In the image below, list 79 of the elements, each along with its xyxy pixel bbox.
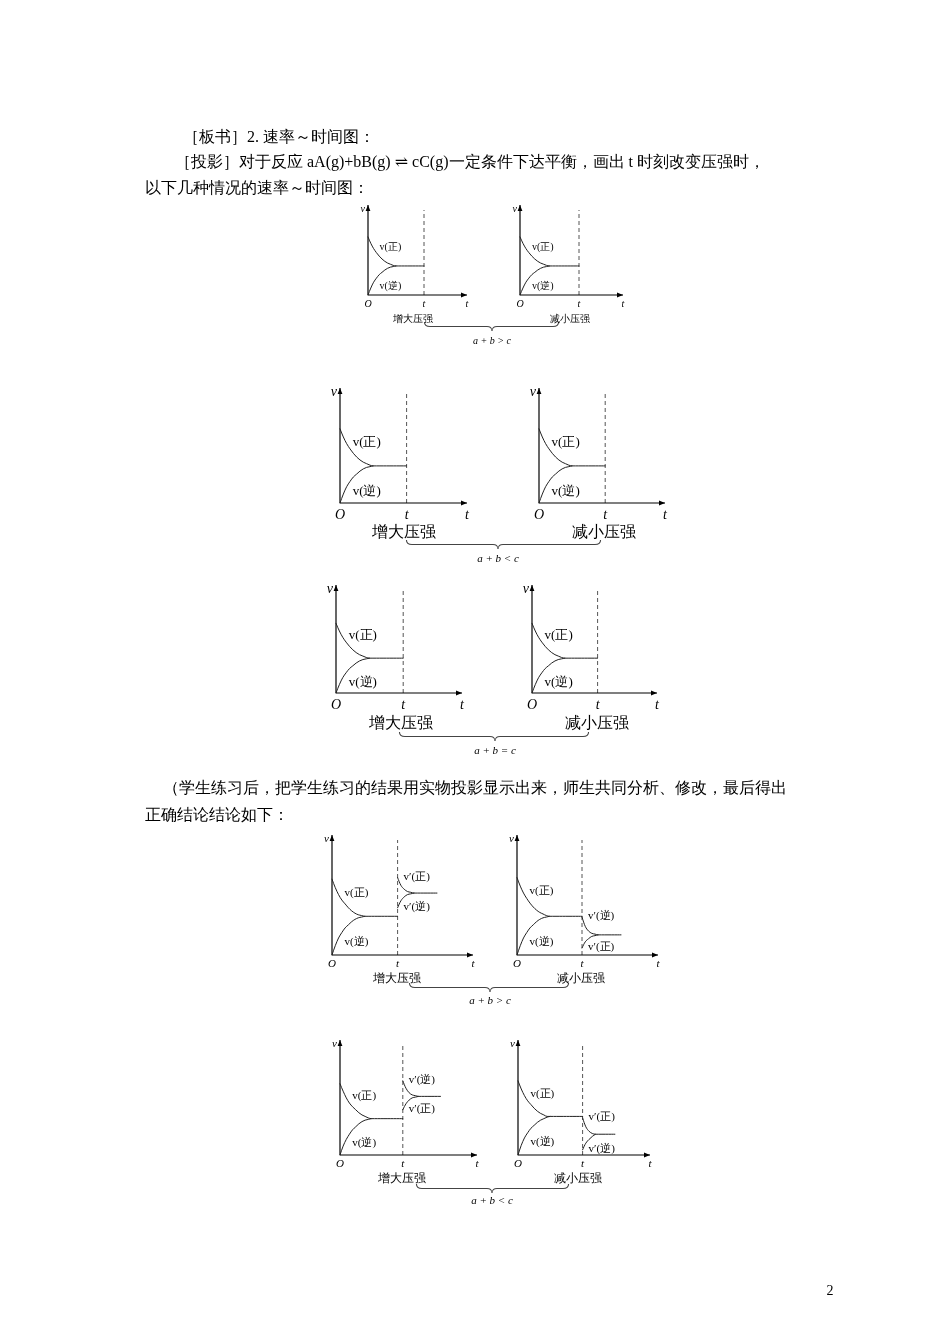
series-label: v(正)	[529, 884, 554, 898]
series-label: v(逆)	[344, 934, 369, 948]
text: 增大压强	[371, 521, 436, 541]
x-tick-label: t	[422, 297, 426, 308]
series-label: v(逆)	[529, 934, 554, 948]
text: 减小压强	[550, 312, 590, 324]
x-tick-label: O	[336, 1157, 345, 1170]
series-label: v(正)	[352, 1088, 377, 1102]
text: a + b < c	[471, 1194, 513, 1206]
x-tick-label: O	[526, 696, 538, 711]
series-label: v(逆)	[551, 482, 580, 498]
text: a + b < c	[477, 552, 519, 564]
series-label: v(逆)	[352, 482, 381, 498]
series-label: v(逆)	[379, 279, 402, 292]
x-tick-label: t	[581, 1157, 586, 1170]
series-label: v(正)	[379, 240, 402, 253]
text: （学生练习后，把学生练习的结果用实物投影显示出来，师生共同分析、修改，最后得出	[163, 778, 787, 796]
x-tick-label: t	[595, 696, 601, 711]
y-axis-title: v	[332, 1037, 338, 1049]
x-tick-label: O	[330, 696, 342, 711]
x-tick-label: O	[533, 506, 545, 521]
text: 减小压强	[557, 971, 605, 985]
series-label: v(逆)	[352, 1136, 377, 1150]
x-tick-label: t	[580, 957, 585, 970]
series-label: v′(逆)	[408, 1072, 436, 1086]
x-tick-label: t	[396, 957, 401, 970]
y-axis-title: v	[510, 1037, 516, 1049]
text: 以下几种情况的速率～时间图：	[145, 178, 369, 196]
text: ［板书］2. 速率～时间图：	[183, 127, 375, 145]
y-axis-title: v	[330, 383, 338, 399]
series-label: v(正)	[531, 240, 554, 253]
text: a + b > c	[473, 334, 512, 346]
series-label: v(正)	[530, 1086, 555, 1100]
x-tick-label: O	[364, 297, 372, 308]
series-label: v′(正)	[403, 869, 431, 883]
series-label: v(正)	[544, 626, 573, 642]
text: 减小压强	[554, 1171, 602, 1185]
y-axis-title: v	[512, 202, 518, 214]
text: ［投影］对于反应 aA(g)+bB(g) ⇌ cC(g)一定条件下达平衡，画出 t 时刻改变压强时，	[175, 152, 765, 171]
text: a + b = c	[474, 744, 516, 756]
x-tick-label: O	[328, 957, 337, 970]
y-axis-title: v	[522, 580, 530, 596]
x-tick-label: t	[577, 297, 581, 308]
series-label: v′(正)	[588, 1109, 616, 1123]
text: 增大压强	[372, 971, 421, 985]
series-label: v(正)	[551, 433, 580, 449]
x-tick-label: t	[401, 696, 407, 711]
series-label: v(正)	[348, 626, 377, 642]
x-tick-label: O	[513, 957, 522, 970]
y-axis-title: v	[324, 832, 330, 844]
series-label: v(逆)	[544, 673, 573, 689]
text: a + b > c	[469, 994, 511, 1006]
series-label: v′(逆)	[588, 1141, 616, 1155]
text: 增大压强	[392, 312, 433, 324]
text: 增大压强	[368, 712, 433, 732]
text: 正确结论结论如下：	[145, 805, 289, 823]
x-tick-label: O	[334, 506, 346, 521]
x-tick-label: t	[404, 506, 410, 521]
series-label: v′(逆)	[403, 899, 431, 913]
series-label: v(逆)	[348, 673, 377, 689]
series-label: v′(正)	[588, 940, 615, 954]
text: 2	[826, 1282, 834, 1298]
series-label: v′(逆)	[588, 909, 615, 923]
series-label: v(逆)	[530, 1134, 555, 1148]
x-tick-label: O	[514, 1157, 523, 1170]
series-label: v(正)	[344, 885, 369, 899]
x-tick-label: O	[516, 297, 524, 308]
text: 增大压强	[377, 1171, 426, 1185]
x-tick-label: t	[401, 1157, 406, 1170]
y-axis-title: v	[326, 580, 334, 596]
y-axis-title: v	[509, 832, 515, 844]
text: 减小压强	[565, 712, 629, 732]
y-axis-title: v	[529, 383, 537, 399]
series-label: v(正)	[352, 433, 381, 449]
text: 减小压强	[572, 521, 636, 541]
y-axis-title: v	[360, 202, 366, 214]
series-label: v(逆)	[531, 279, 554, 292]
x-tick-label: t	[603, 506, 609, 521]
series-label: v′(正)	[408, 1101, 436, 1115]
